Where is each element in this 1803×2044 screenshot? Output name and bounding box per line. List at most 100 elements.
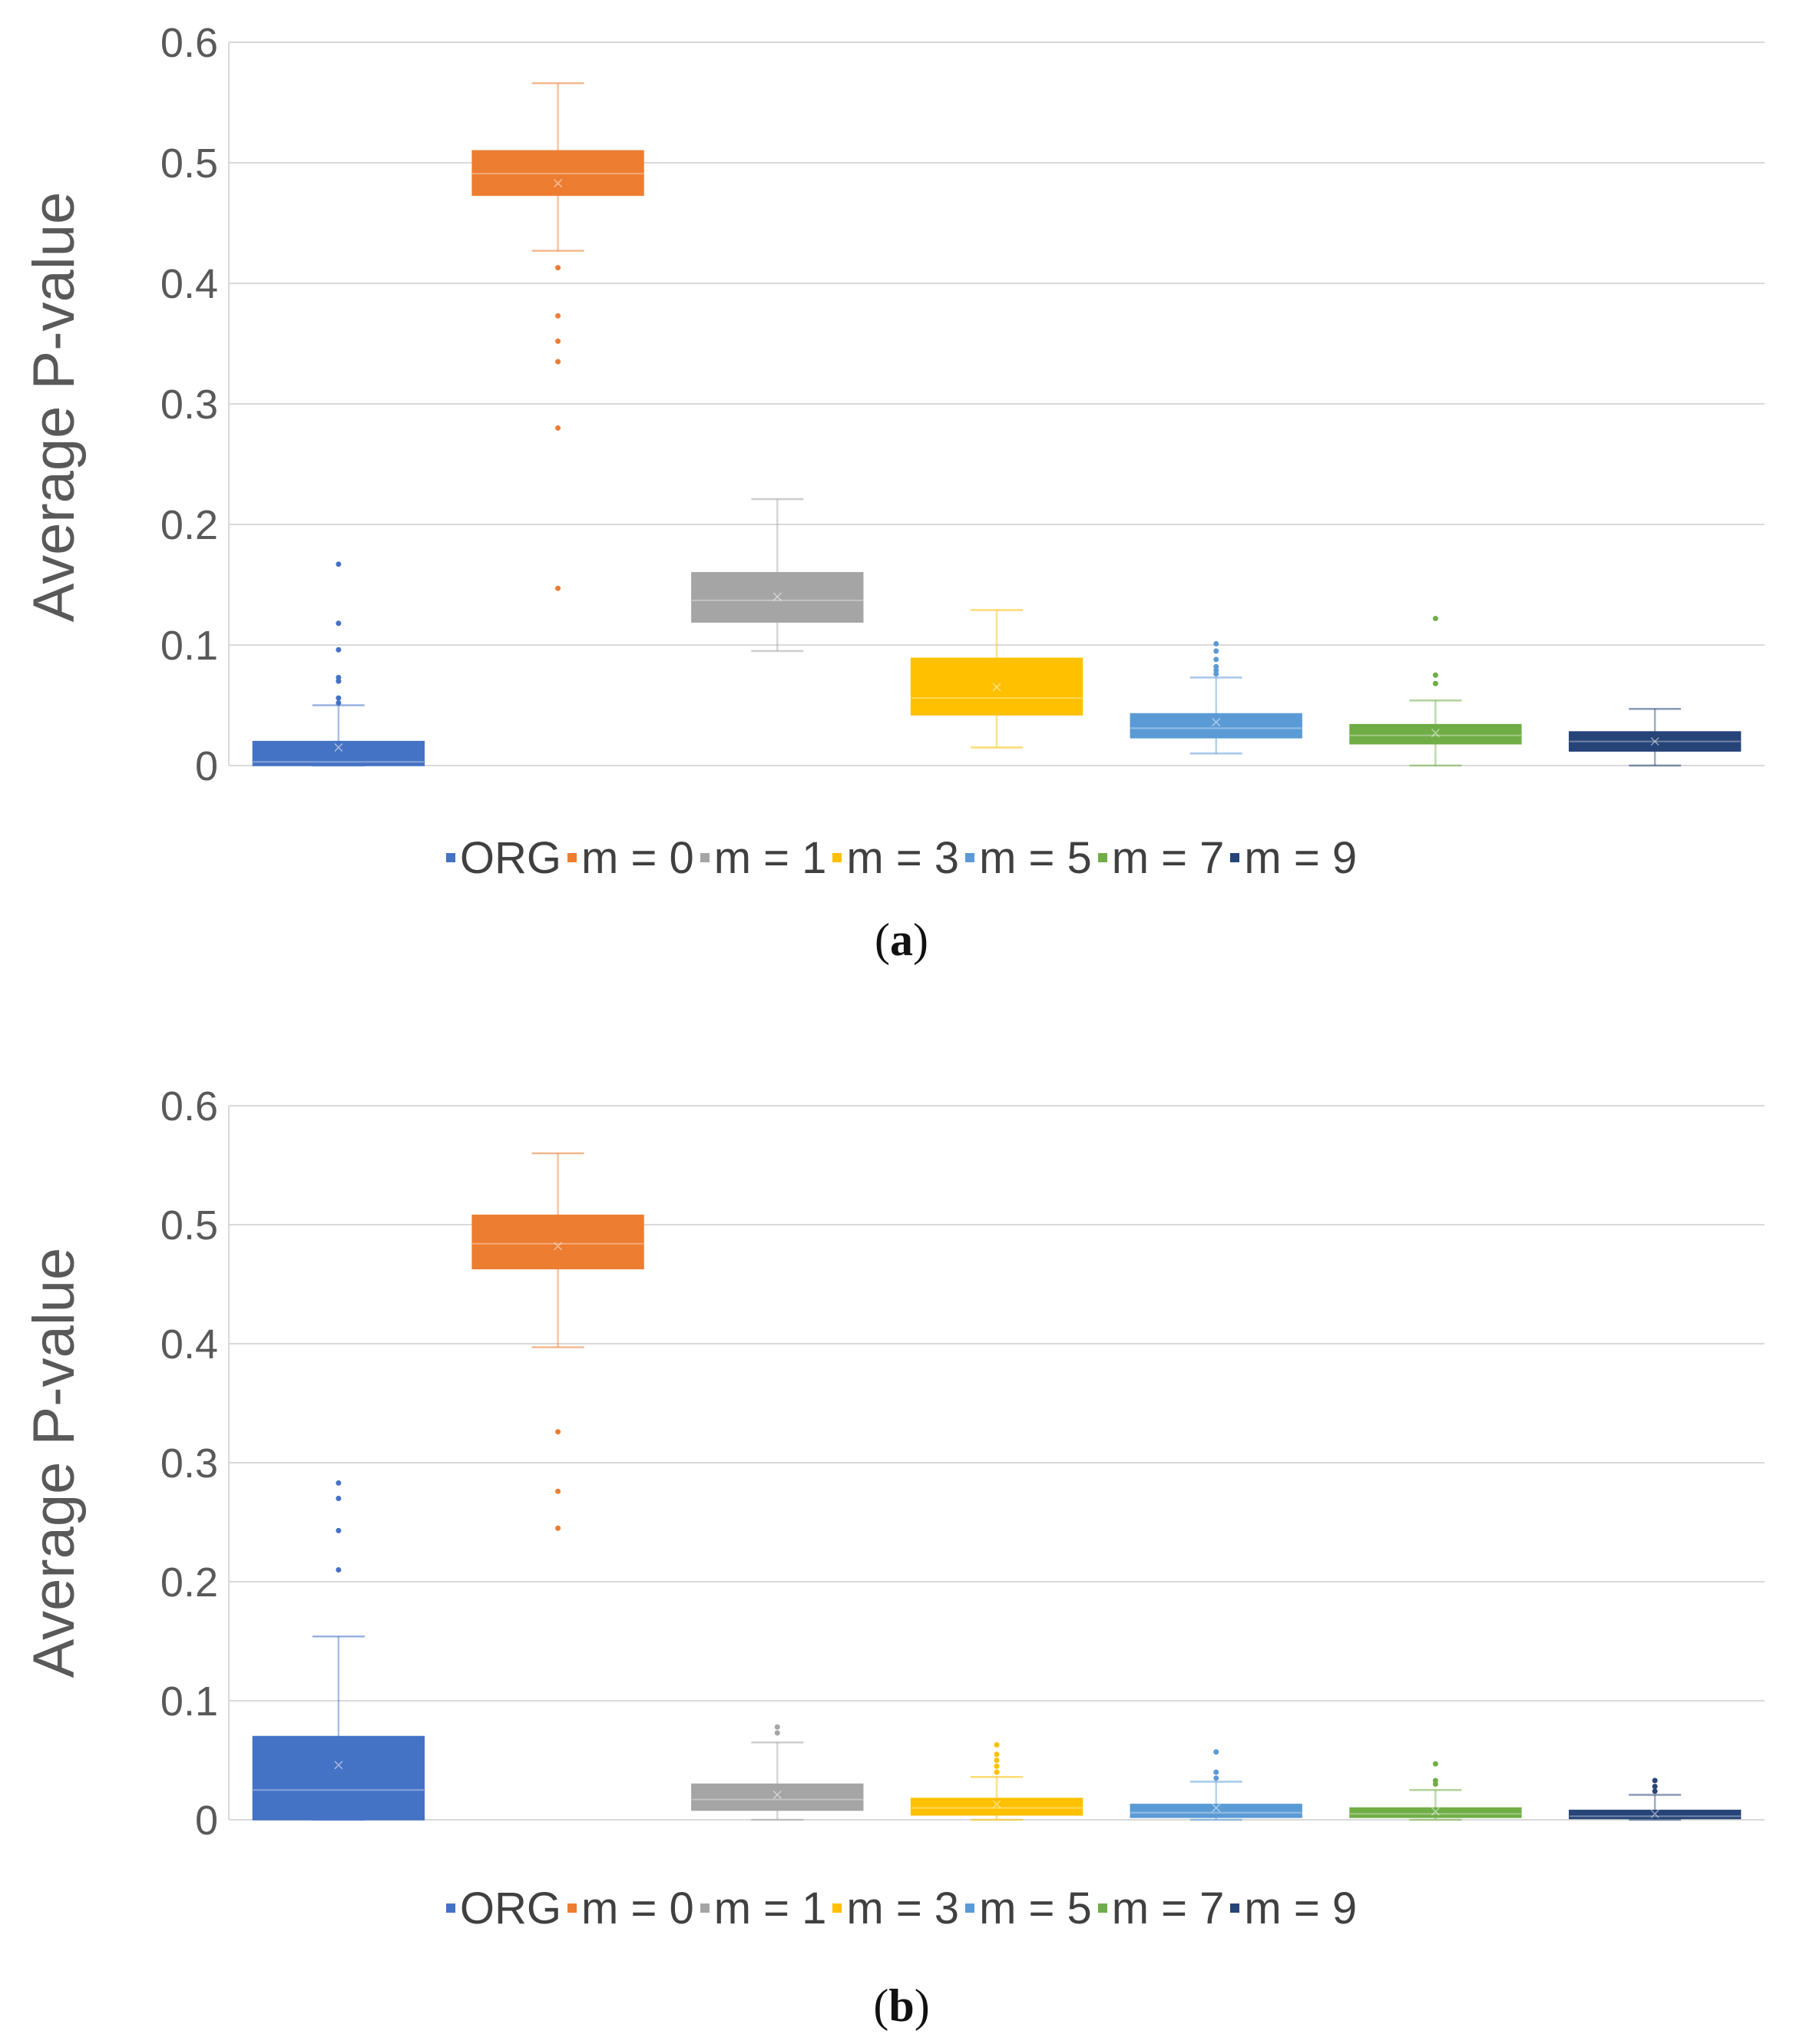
mean-marker <box>1212 1803 1221 1813</box>
outlier-point <box>336 674 342 680</box>
legend-swatch <box>1230 1903 1240 1913</box>
outlier-point <box>336 620 342 627</box>
legend: ORG m = 0 m = 1 m = 3 m = 5 m = 7 m = 9 <box>0 822 1803 884</box>
y-tick-label: 0 <box>195 743 218 789</box>
legend-label: m = 3 <box>846 1883 960 1933</box>
box-m1 <box>691 498 864 653</box>
outlier-point <box>555 338 561 344</box>
legend-swatch <box>700 853 710 862</box>
outlier-point <box>1213 1769 1219 1775</box>
outlier-point <box>1213 657 1219 663</box>
y-tick-label: 0.1 <box>160 1679 218 1725</box>
legend-item: m = 1 <box>700 1883 826 1934</box>
box-m5 <box>1130 1749 1302 1821</box>
y-axis-label: Average P-value <box>22 1248 87 1679</box>
legend-label: m = 9 <box>1244 1883 1358 1933</box>
boxplot-a: Average P-value 0 0.1 0.2 0.3 0.4 0.5 0.6 <box>22 20 1765 789</box>
outlier-point <box>336 1496 342 1501</box>
y-tick-label: 0 <box>195 1798 218 1844</box>
outlier-point <box>994 1763 1000 1769</box>
legend-label: m = 5 <box>979 832 1092 883</box>
outlier-point <box>555 313 561 319</box>
legend-swatch <box>445 1903 455 1913</box>
iqr-box <box>1349 1807 1522 1818</box>
outlier-point <box>1432 1761 1438 1767</box>
outlier-point <box>336 561 342 567</box>
mean-marker <box>992 1800 1001 1809</box>
iqr-box <box>691 1783 864 1811</box>
mean-marker <box>554 179 563 188</box>
legend-item: m = 5 <box>965 1883 1092 1934</box>
box-m9 <box>1568 707 1742 767</box>
outlier-point <box>1213 648 1219 654</box>
legend-label: m = 9 <box>1244 832 1358 883</box>
legend-swatch <box>700 1903 710 1913</box>
iqr-box <box>471 150 644 197</box>
outlier-point <box>336 1480 342 1486</box>
mean-marker <box>334 1761 343 1770</box>
legend: ORG m = 0 m = 1 m = 3 m = 5 m = 7 m = 9 <box>0 1872 1803 1934</box>
legend-swatch <box>965 1903 975 1913</box>
y-tick-label: 0.6 <box>160 1083 218 1129</box>
legend-label: m = 5 <box>979 1883 1092 1933</box>
box-m3 <box>910 1741 1083 1821</box>
legend-item: m = 5 <box>965 832 1092 884</box>
iqr-box <box>471 1214 644 1270</box>
outlier-point <box>1432 680 1438 686</box>
y-tick-label: 0.3 <box>160 382 218 428</box>
legend-swatch <box>1097 853 1107 862</box>
outlier-point <box>1652 1784 1658 1790</box>
box-m5 <box>1130 640 1302 755</box>
y-tick-label: 0.5 <box>160 141 218 187</box>
mean-marker <box>772 1790 782 1799</box>
legend-item: m = 0 <box>567 832 694 884</box>
outlier-point <box>1432 672 1438 678</box>
legend-label: m = 0 <box>581 1883 694 1933</box>
outlier-point <box>994 1751 1000 1758</box>
mean-marker <box>1212 717 1221 727</box>
outlier-point <box>336 647 342 653</box>
outlier-point <box>336 1527 342 1533</box>
outlier-point <box>555 425 561 431</box>
outlier-point <box>336 700 342 706</box>
y-tick-label: 0.4 <box>160 1321 218 1368</box>
chart-panel-a: Average P-value 0 0.1 0.2 0.3 0.4 0.5 0.6 ORG m… <box>0 0 1803 1021</box>
legend-label: m = 7 <box>1111 832 1225 883</box>
legend-swatch <box>567 1903 577 1913</box>
legend-swatch <box>965 853 975 862</box>
mean-marker <box>334 743 343 752</box>
outlier-point <box>336 1567 342 1573</box>
y-tick-label: 0.6 <box>160 20 218 66</box>
box-m7 <box>1349 1761 1522 1821</box>
legend-label: m = 0 <box>581 832 694 883</box>
legend-item: m = 9 <box>1230 1883 1357 1934</box>
iqr-box <box>252 1735 425 1821</box>
legend-item: m = 7 <box>1097 1883 1224 1934</box>
legend-swatch <box>567 853 577 862</box>
outlier-point <box>1652 1788 1658 1794</box>
outlier-point <box>555 585 561 591</box>
outlier-point <box>774 1724 780 1730</box>
legend-item: m = 0 <box>567 1883 694 1934</box>
iqr-box <box>1130 713 1302 739</box>
y-tick-label: 0.2 <box>160 1559 218 1606</box>
y-tick-label: 0.3 <box>160 1440 218 1487</box>
legend-swatch <box>445 853 455 862</box>
box-org <box>252 561 425 767</box>
outlier-point <box>1652 1778 1658 1784</box>
legend-item: ORG <box>445 832 561 884</box>
legend-item: ORG <box>445 1883 561 1934</box>
box-m1 <box>691 1724 864 1821</box>
mean-marker <box>1650 1809 1659 1818</box>
box-m0 <box>471 82 644 591</box>
outlier-point <box>1432 1778 1438 1784</box>
mean-marker <box>772 592 782 601</box>
legend-label: m = 1 <box>713 832 827 883</box>
outlier-point <box>1213 1749 1219 1755</box>
mean-marker <box>992 683 1001 692</box>
outlier-point <box>774 1730 780 1736</box>
panel-caption: (b) <box>873 1980 930 2031</box>
y-tick-label: 0.1 <box>160 623 218 669</box>
mean-marker <box>1431 1807 1440 1816</box>
outlier-point <box>555 265 561 271</box>
